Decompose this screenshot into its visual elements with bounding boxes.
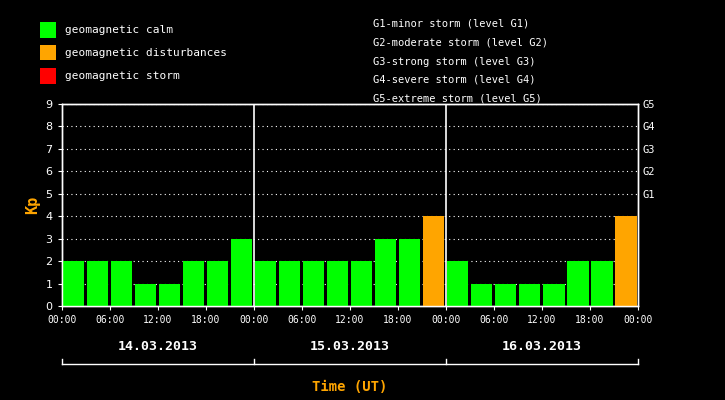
Bar <box>616 216 637 306</box>
Bar <box>207 261 228 306</box>
Text: geomagnetic calm: geomagnetic calm <box>65 25 173 35</box>
Bar <box>351 261 373 306</box>
Bar <box>543 284 565 306</box>
Text: G2-moderate storm (level G2): G2-moderate storm (level G2) <box>373 38 548 48</box>
Text: G5-extreme storm (level G5): G5-extreme storm (level G5) <box>373 94 542 104</box>
Bar <box>423 216 444 306</box>
Bar <box>231 239 252 306</box>
Bar <box>159 284 181 306</box>
Bar <box>183 261 204 306</box>
Y-axis label: Kp: Kp <box>25 196 40 214</box>
Text: 15.03.2013: 15.03.2013 <box>310 340 390 352</box>
Text: 16.03.2013: 16.03.2013 <box>502 340 582 352</box>
Bar <box>63 261 84 306</box>
Bar <box>303 261 324 306</box>
Bar <box>519 284 541 306</box>
Bar <box>376 239 397 306</box>
Bar <box>279 261 300 306</box>
Bar <box>592 261 613 306</box>
Bar <box>495 284 516 306</box>
Bar <box>447 261 468 306</box>
Text: geomagnetic storm: geomagnetic storm <box>65 71 179 81</box>
Text: Time (UT): Time (UT) <box>312 380 387 394</box>
Bar <box>471 284 492 306</box>
Bar <box>327 261 349 306</box>
Bar <box>87 261 108 306</box>
Text: G3-strong storm (level G3): G3-strong storm (level G3) <box>373 57 536 67</box>
Text: geomagnetic disturbances: geomagnetic disturbances <box>65 48 226 58</box>
Text: G4-severe storm (level G4): G4-severe storm (level G4) <box>373 75 536 85</box>
Bar <box>399 239 420 306</box>
Bar <box>135 284 157 306</box>
Text: 14.03.2013: 14.03.2013 <box>117 340 198 352</box>
Bar <box>255 261 276 306</box>
Bar <box>111 261 132 306</box>
Bar <box>568 261 589 306</box>
Text: G1-minor storm (level G1): G1-minor storm (level G1) <box>373 19 530 29</box>
